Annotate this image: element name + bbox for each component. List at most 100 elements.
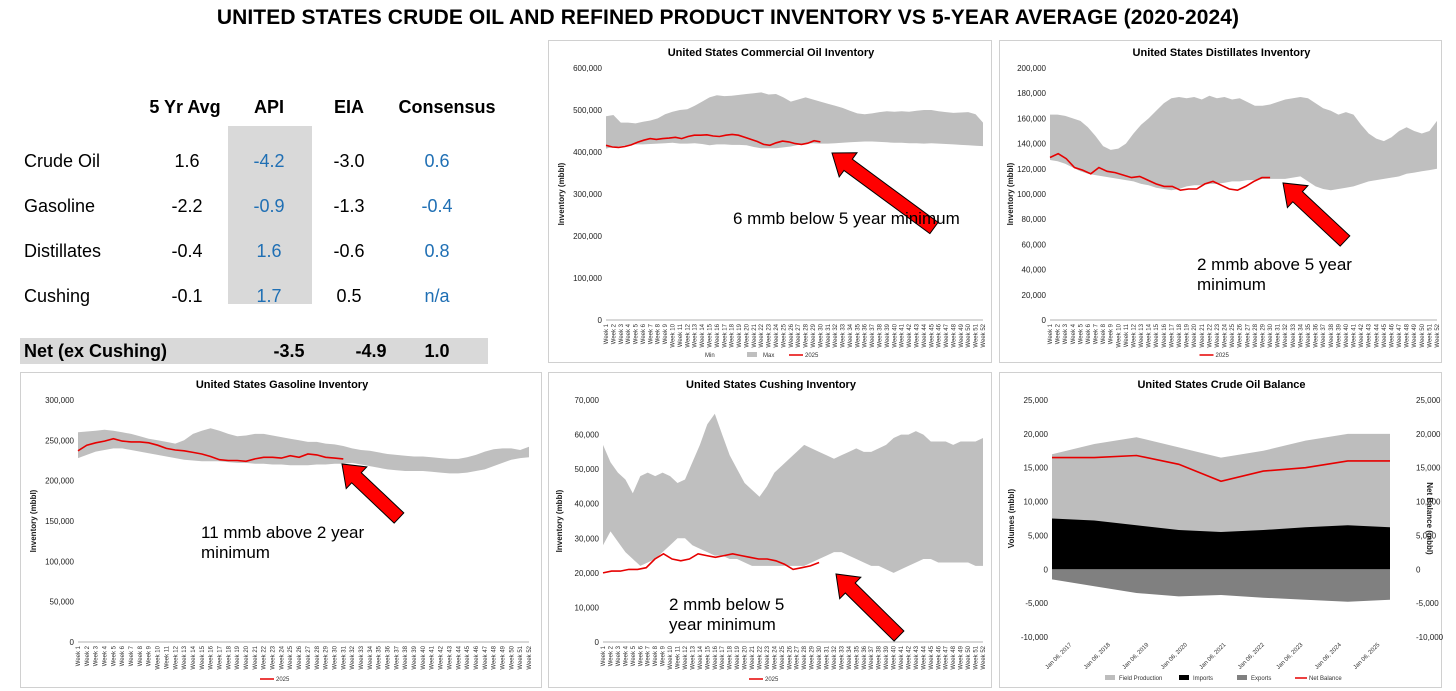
x-tick-label: Week 51 (974, 645, 980, 669)
x-tick-label: Week 7 (129, 645, 135, 666)
x-tick-label: Week 35 (377, 645, 383, 669)
x-tick-label: Week 45 (929, 645, 935, 669)
x-tick-label: Week 44 (922, 323, 928, 347)
y-axis-title: Inventory (mbbl) (29, 489, 38, 552)
x-tick-label: Week 41 (430, 645, 436, 669)
x-tick-label: Week 2 (608, 645, 614, 666)
min-max-band (606, 92, 983, 149)
y2-tick-label: 15,000 (1416, 464, 1441, 473)
x-tick-label: Week 39 (412, 645, 418, 669)
x-tick-label: Week 14 (191, 645, 197, 669)
x-tick-label: Week 47 (1397, 323, 1403, 347)
row-label-cushing: Cushing (24, 286, 91, 306)
legend-label: 2025 (276, 677, 290, 683)
x-tick-label: Week 47 (944, 323, 950, 347)
net-consensus: 1.0 (424, 341, 450, 361)
y-tick-label: 0 (598, 316, 603, 325)
x-tick-label: Week 44 (921, 645, 927, 669)
x-tick-label: Week 20 (244, 645, 250, 669)
y-tick-label: 500,000 (573, 106, 602, 115)
chart-title: United States Distillates Inventory (1133, 47, 1312, 59)
x-tick-label: Week 13 (693, 323, 699, 347)
y-tick-label: 300,000 (573, 190, 602, 199)
x-tick-label: Week 22 (1207, 323, 1213, 347)
exports-area (1052, 569, 1390, 602)
x-tick-label: Week 8 (1101, 323, 1107, 344)
chart-title: United States Commercial Oil Inventory (668, 47, 875, 59)
y-tick-label: 100,000 (573, 274, 602, 283)
x-tick-label: Week 6 (1086, 323, 1092, 344)
x-tick-label: Week 8 (653, 645, 659, 666)
x-tick-label: Week 40 (892, 645, 898, 669)
x-tick-label: Week 5 (631, 645, 637, 666)
x-tick-label: Week 18 (730, 323, 736, 347)
x-tick-label: Week 25 (1230, 323, 1236, 347)
legend-label: Field Production (1119, 676, 1162, 682)
y-tick-label: 150,000 (45, 517, 74, 526)
x-tick-label: Week 48 (492, 645, 498, 669)
x-tick-label: Week 20 (1192, 323, 1198, 347)
y-tick-label: 100,000 (45, 557, 74, 566)
y-tick-label: 0 (595, 638, 600, 647)
x-tick-label: Week 37 (869, 645, 875, 669)
x-tick-label: Week 36 (1314, 323, 1320, 347)
legend-swatch (1179, 675, 1189, 680)
chart-distillates-inventory: United States Distillates Inventory 0 20,0… (999, 40, 1442, 363)
x-tick-label: Week 14 (1147, 323, 1153, 347)
x-tick-label: Week 25 (780, 645, 786, 669)
x-tick-label: Week 8 (138, 645, 144, 666)
x-tick-label: Week 32 (833, 323, 839, 347)
x-tick-label: Week 1 (76, 645, 82, 666)
y-tick-label: 20,000 (1022, 291, 1047, 300)
x-tick-label: Week 15 (707, 323, 713, 347)
legend-swatch (1105, 675, 1115, 680)
red-arrow-icon (1282, 182, 1351, 247)
commercial-annotation: 6 mmb below 5 year minimum (733, 209, 960, 228)
min-max-band (1050, 95, 1437, 191)
x-tick-label: Week 6 (641, 323, 647, 344)
x-tick-label: Week 21 (253, 645, 259, 669)
y-tick-label: 120,000 (1017, 165, 1046, 174)
x-tick-label: Week 19 (235, 645, 241, 669)
y-tick-label: 60,000 (1022, 240, 1047, 249)
row-label-distillates: Distillates (24, 241, 102, 261)
legend-label: Exports (1251, 676, 1271, 682)
cushing-api: 1.7 (256, 286, 282, 306)
x-tick-label: Week 27 (796, 323, 802, 347)
crude-eia: -3.0 (333, 151, 365, 171)
y-tick-label: 50,000 (575, 465, 600, 474)
legend-swatch-max (747, 352, 757, 357)
series-2025-line (1049, 152, 1271, 192)
x-tick-label: Week 31 (1276, 323, 1282, 347)
y-axis-title: Inventory (mbbl) (1006, 162, 1015, 225)
x-tick-label: Week 39 (884, 645, 890, 669)
x-tick-label: Week 35 (854, 645, 860, 669)
x-tick-label: Week 13 (182, 645, 188, 669)
x-tick-label: Week 4 (623, 645, 629, 666)
distillates-eia: -0.6 (333, 241, 365, 261)
x-tick-label: Week 3 (619, 323, 625, 344)
x-tick-label: Jan 06, 2021 (1199, 642, 1228, 671)
y-tick-label: 180,000 (1017, 89, 1046, 98)
x-tick-label: Week 24 (774, 323, 780, 347)
x-tick-label: Week 19 (737, 323, 743, 347)
x-tick-label: Week 17 (722, 323, 728, 347)
x-tick-label: Week 12 (685, 323, 691, 347)
legend-label: Min (705, 353, 715, 359)
x-tick-label: Week 45 (929, 323, 935, 347)
legend-label: Net Balance (1309, 676, 1342, 682)
x-tick-label: Week 40 (421, 645, 427, 669)
y-tick-label: -5,000 (1025, 599, 1048, 608)
x-tick-label: Week 25 (288, 645, 294, 669)
chart-title: United States Gasoline Inventory (196, 379, 369, 391)
x-tick-label: Week 46 (937, 323, 943, 347)
y-tick-label: 20,000 (575, 569, 600, 578)
y-tick-label: 100,000 (1017, 190, 1046, 199)
x-tick-label: Week 43 (447, 645, 453, 669)
y-tick-label: 0 (1042, 316, 1047, 325)
header-eia: EIA (333, 97, 364, 117)
x-tick-label: Week 5 (634, 323, 640, 344)
x-tick-label: Week 33 (359, 645, 365, 669)
x-tick-label: Week 37 (1321, 323, 1327, 347)
x-tick-label: Week 5 (111, 645, 117, 666)
